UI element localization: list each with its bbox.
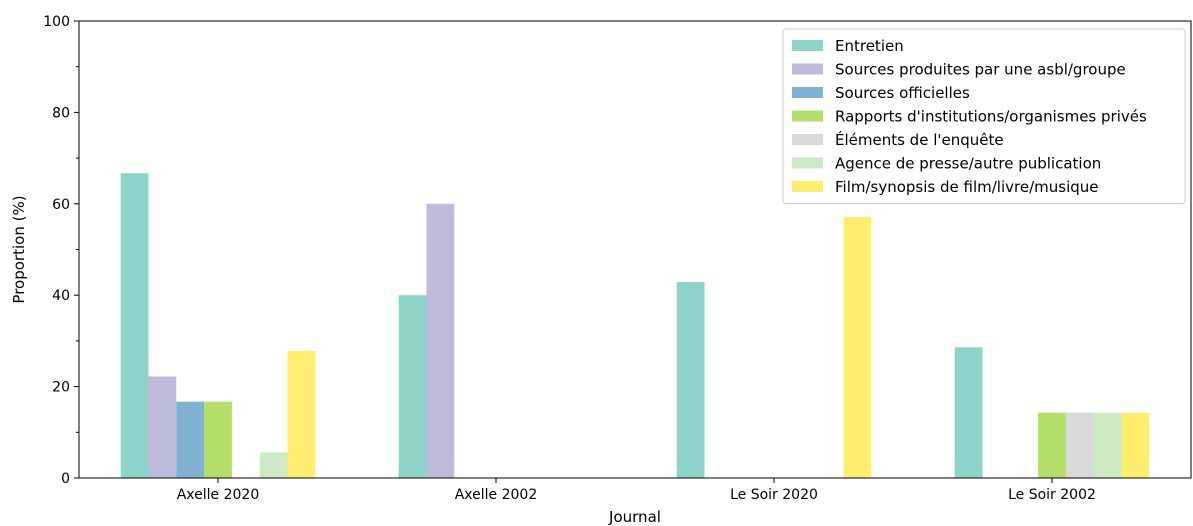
legend-label: Sources produites par une asbl/groupe [835, 61, 1126, 79]
bar [148, 376, 177, 478]
legend: Entretien Sources produites par une asbl/… [782, 28, 1186, 204]
legend-label: Film/synopsis de film/livre/musique [835, 178, 1099, 196]
y-tick-label: 80 [52, 105, 70, 121]
bar [204, 401, 232, 478]
legend-swatch [792, 110, 823, 122]
bar [259, 452, 288, 478]
legend-label: Agence de presse/autre publication [835, 155, 1101, 173]
legend-swatch [792, 40, 823, 51]
legend-swatch [792, 87, 823, 98]
bar [176, 401, 205, 478]
y-tick-label: 100 [43, 14, 70, 30]
legend-swatch [792, 134, 823, 145]
legend-swatch [792, 181, 823, 192]
y-tick-label: 60 [52, 197, 70, 213]
y-tick-label: 0 [61, 471, 70, 487]
x-tick-label: Le Soir 2020 [730, 487, 818, 503]
bar [1065, 412, 1094, 478]
legend-label: Rapports d'institutions/organismes privé… [835, 108, 1147, 126]
legend-label: Sources officielles [835, 84, 970, 102]
bar [1121, 412, 1150, 478]
x-tick-label: Axelle 2020 [177, 487, 260, 503]
bar [1093, 412, 1122, 478]
bars-group [120, 173, 1150, 479]
plot-frame [78, 20, 1192, 479]
y-axis-label: Proportion (%) [10, 195, 28, 303]
bar [287, 350, 316, 478]
bar [676, 281, 705, 478]
legend-swatch [792, 63, 823, 75]
legend-label: Entretien [835, 37, 904, 55]
x-tick-label: Axelle 2002 [455, 487, 538, 503]
bar [426, 203, 455, 479]
legend-label: Éléments de l'enquête [835, 130, 1004, 149]
x-axis-label: Journal [608, 508, 661, 526]
bar [1038, 412, 1066, 478]
bar [120, 173, 149, 478]
legend-box [782, 28, 1186, 204]
y-axis: 0 20 40 60 80 100 [43, 14, 79, 487]
y-tick-label: 40 [52, 288, 70, 304]
y-tick-label: 20 [52, 380, 70, 396]
bar [843, 217, 872, 479]
bar [398, 295, 427, 478]
x-axis: Axelle 2020 Axelle 2002 Le Soir 2020 Le Soi… [177, 478, 1096, 503]
legend-swatch [792, 157, 823, 169]
bar [954, 347, 983, 478]
x-tick-label: Le Soir 2002 [1008, 487, 1096, 503]
